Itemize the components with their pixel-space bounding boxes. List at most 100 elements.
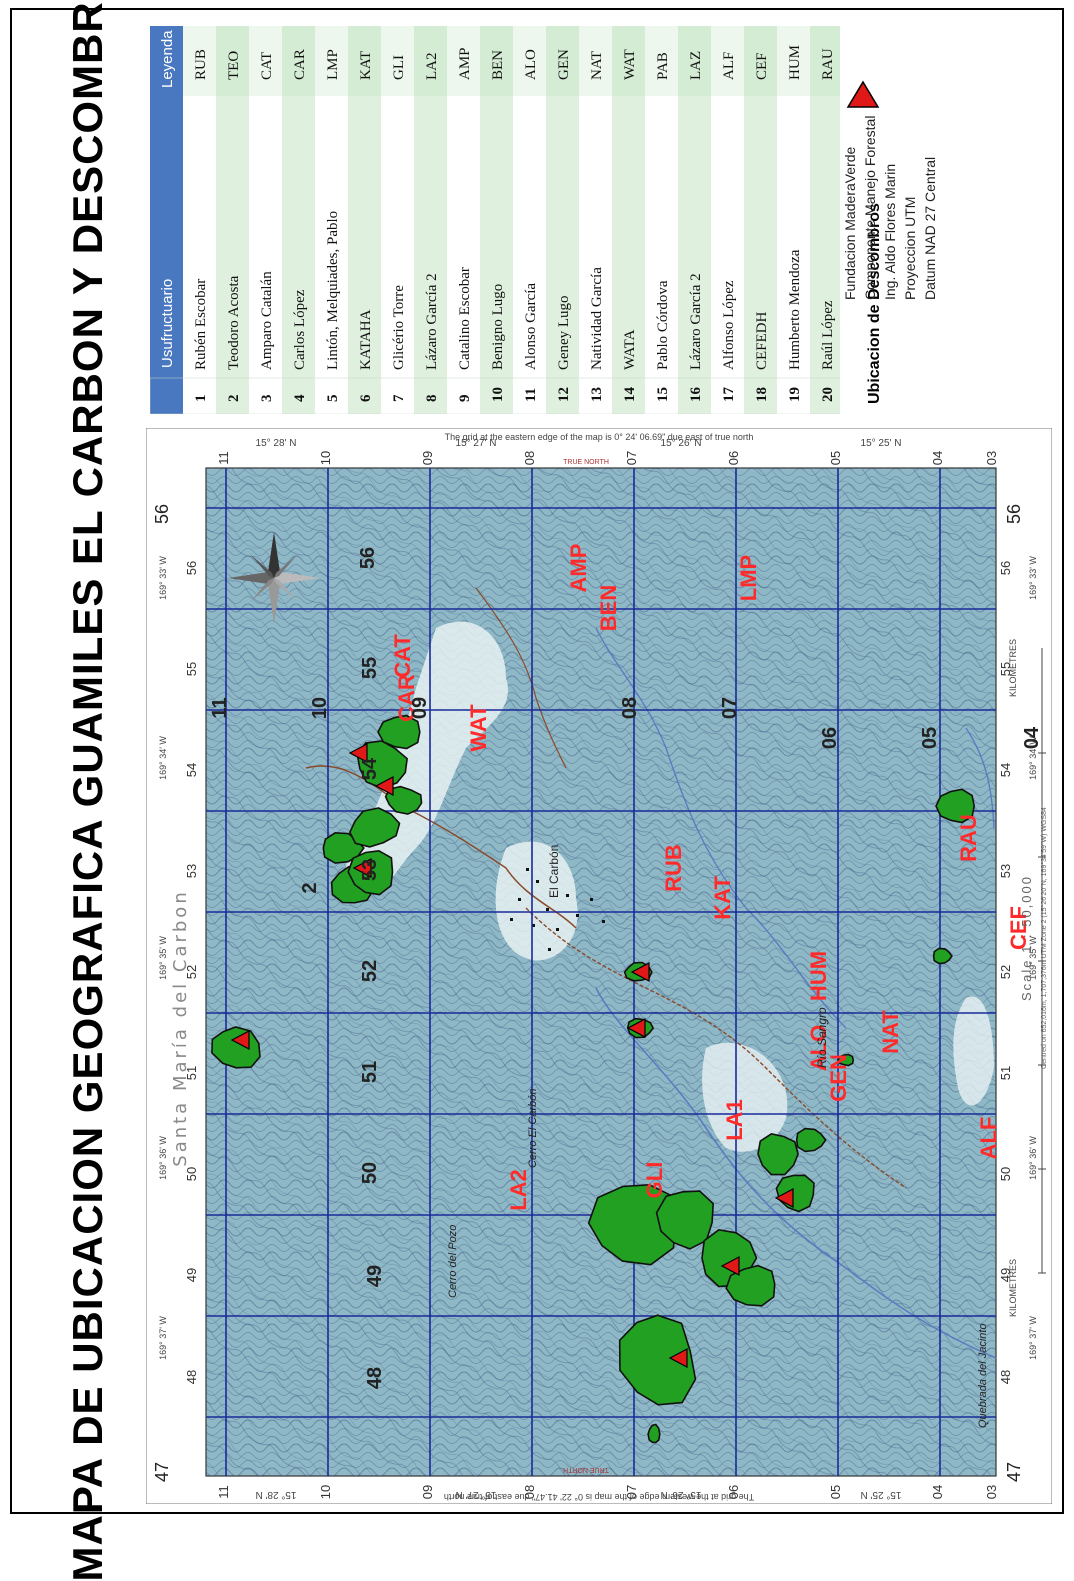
legend-row-user: Humberto Mendoza [787, 249, 803, 370]
grid-number: 52 [359, 960, 381, 982]
credit-line: Ing. Aldo Flores Marin [882, 163, 898, 300]
legend-row-code: PAB [655, 52, 671, 80]
grid-number: 05 [919, 727, 941, 749]
easting-label: 55 [998, 662, 1013, 676]
parcel-polygon [655, 1190, 715, 1250]
legend-code-cell [744, 26, 777, 96]
true-north-label: TRUE NORTH [563, 1466, 609, 1473]
river [965, 727, 995, 829]
northing-label: 08 [522, 451, 537, 465]
easting-label: 56 [998, 561, 1013, 575]
legend-row-bg [810, 26, 843, 414]
clearing-area [702, 1042, 788, 1152]
parcel-label-cat: CAT [390, 634, 415, 678]
legend-row-number: 12 [556, 387, 572, 402]
legend-code-cell [249, 26, 282, 96]
parcel-polygon [348, 807, 401, 848]
legend-row-code: LAZ [688, 51, 704, 80]
parcel-label-la1: LA1 [722, 1099, 747, 1141]
longitude-label: 169° 35' W [1028, 936, 1038, 980]
legend-row-bg [612, 26, 645, 414]
scale-bar [1038, 648, 1046, 1274]
legend-row-bg [414, 26, 447, 414]
parcel-label-la2: LA2 [506, 1169, 531, 1211]
legend-table-rotated: Usufructuario Leyenda 1 Rubén Escobar RUB 2 Te… [149, 26, 844, 415]
easting-label: 54 [998, 763, 1013, 777]
parcel-polygon [587, 1183, 677, 1266]
easting-label: 53 [184, 864, 199, 878]
legend-row-number: 16 [688, 387, 704, 403]
top-note: The grid at the eastern edge of the map … [445, 432, 754, 442]
km-label: KILOMETRES [1008, 1259, 1018, 1317]
descombro-marker [720, 1256, 740, 1276]
parcel-polygon [377, 714, 421, 750]
parcel-label-amp: AMP [566, 544, 591, 593]
easting-label: 48 [184, 1370, 199, 1384]
descombro-marker [374, 776, 394, 796]
map-body [205, 467, 997, 1477]
legend-code-cell [216, 26, 249, 96]
longitude-label: 169° 34' W [158, 736, 168, 780]
legend-row-code: RAU [820, 48, 836, 80]
northing-label: 08 [522, 1485, 537, 1499]
credit-line: Fundacion MaderaVerde [842, 146, 858, 300]
easting-label: 50 [998, 1167, 1013, 1181]
legend-row-user: Pablo Córdova [655, 280, 671, 370]
legend-code-cell [810, 26, 843, 96]
legend-row-user: WATA [622, 329, 638, 370]
parcel-polygon [757, 1132, 799, 1176]
latitude-label: 15° 26' N [661, 438, 702, 449]
parcel-polygon [932, 947, 953, 965]
parcel-polygon [618, 1314, 697, 1406]
legend-code-cell [777, 26, 810, 96]
grid-number: 07 [719, 697, 741, 719]
legend-row-number: 19 [787, 387, 803, 402]
legend-row-user: Glicério Torre [391, 285, 407, 370]
scale-label: Scale 1 : 50,000 [1019, 875, 1034, 1001]
legend-row-bg [645, 26, 678, 414]
grid-number: 11 [209, 697, 231, 718]
longitude-label: 169° 37' W [158, 1316, 168, 1360]
legend-row-bg [447, 26, 480, 414]
corner-label: 47 [1004, 1462, 1024, 1482]
parcel-label-wat: WAT [466, 704, 491, 752]
map-title: MAPA DE UBICACION GEOGRAFICA GUAMILES EL… [64, 0, 111, 1581]
legend-row-number: 11 [523, 388, 539, 402]
legend-code-cell [348, 26, 381, 96]
legend-row-user: Lintón, Melquiades, Pablo [325, 211, 341, 370]
easting-label: 48 [998, 1370, 1013, 1384]
legend-row-bg [315, 26, 348, 414]
town-buildings [510, 868, 605, 951]
legend-row-code: LMP [325, 49, 341, 80]
legend-area: Usufructuario Leyenda 1 Rubén Escobar RUB 2 Te… [149, 26, 844, 415]
northing-label: 03 [984, 1485, 999, 1499]
legend-row-number: 15 [655, 387, 671, 402]
northing-label: 05 [828, 1485, 843, 1499]
northing-label: 09 [420, 1485, 435, 1499]
legend-row-bg [348, 26, 381, 414]
parcel-label-gli: GLI [642, 1162, 667, 1199]
legend-row-bg [777, 26, 810, 414]
parcel-polygon [384, 785, 423, 815]
credit-line: Proyeccion UTM [902, 196, 918, 300]
river [595, 987, 997, 1359]
legend-row-user: Lázaro García 2 [424, 273, 440, 370]
legend-row-user: Alonso García [523, 283, 539, 370]
grid-number: 51 [359, 1061, 381, 1083]
legend-row-number: 2 [226, 395, 242, 403]
parcel-polygon [935, 788, 976, 824]
longitude-label: 169° 33' W [1028, 556, 1038, 600]
legend-row-bg [216, 26, 249, 414]
legend-row-number: 8 [424, 395, 440, 403]
easting-label: 50 [184, 1167, 199, 1181]
descombro-marker [348, 743, 368, 763]
descombro-marker [626, 1018, 646, 1038]
legend-row-number: 4 [292, 394, 308, 402]
easting-label: 54 [184, 763, 199, 777]
northing-label: 10 [318, 1485, 333, 1499]
northing-label: 07 [624, 1485, 639, 1499]
legend-row-number: 10 [490, 387, 506, 402]
northing-label: 09 [420, 451, 435, 465]
legend-row-code: ALO [523, 49, 539, 80]
legend-row-bg [744, 26, 777, 414]
